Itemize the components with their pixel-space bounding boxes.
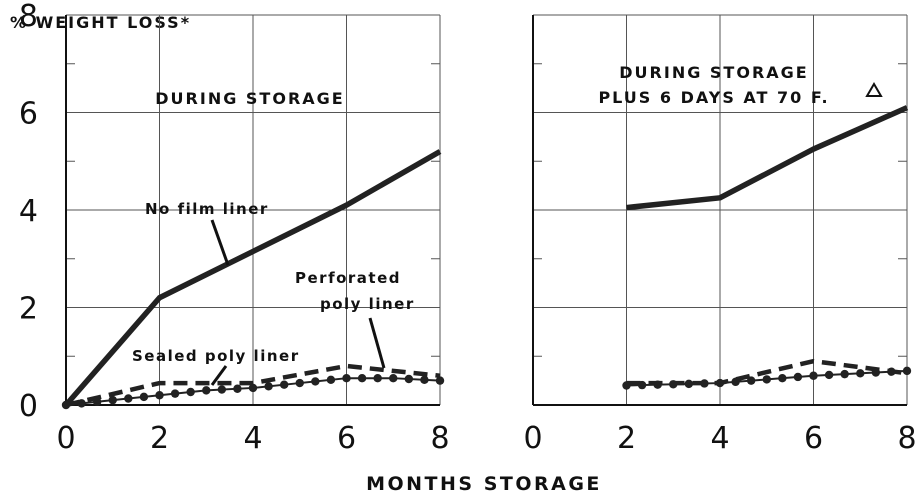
label-perforated-line1: Perforated [295,269,401,287]
series-dot-sealed-poly-liner [92,397,102,406]
series-dot-sealed-poly-liner [435,376,445,385]
x-tick-label: 4 [710,421,729,456]
series-dot-sealed-poly-liner [746,376,756,385]
series-line-perforated-poly-liner [65,363,441,408]
series-dot-sealed-poly-liner [700,379,709,388]
panel-title: DURING STORAGE [155,89,344,108]
series-line-no-film-liner [63,149,442,407]
series-dot-sealed-poly-liner [856,369,865,378]
series-dot-sealed-poly-liner [248,383,258,393]
series-dot-sealed-poly-liner [61,400,71,410]
series-line-no-film-liner [626,105,909,211]
series-dot-sealed-poly-liner [357,373,367,383]
series-dot-sealed-poly-liner [342,373,351,383]
series-dot-sealed-poly-liner [202,386,211,395]
series-dot-sealed-poly-liner [389,373,398,383]
series-dot-sealed-poly-liner [373,373,382,383]
series-dot-sealed-poly-liner [622,381,631,390]
label-perforated-line2: poly liner [320,295,415,313]
x-tick-label: 4 [243,421,262,456]
panel-during-storage: 0 2 4 6 8 0 2 4 6 8 DURING STORAGE [19,0,450,456]
series-dot-sealed-poly-liner [887,367,896,376]
series-dot-sealed-poly-liner [809,371,818,380]
series-dot-sealed-poly-liner [217,385,227,394]
series-dot-sealed-poly-liner [824,370,834,380]
series-dot-sealed-poly-liner [311,377,320,386]
series-dot-sealed-poly-liner [124,394,133,403]
series-dot-sealed-poly-liner [186,387,195,397]
x-tick-label: 6 [337,421,356,456]
y-tick-label: 4 [19,194,38,229]
series-dot-sealed-poly-liner [170,389,180,398]
series-dot-sealed-poly-liner [684,379,694,389]
y-tick-label: 2 [19,292,38,327]
series-dot-sealed-poly-liner [637,380,647,390]
series-dot-sealed-poly-liner [233,384,242,393]
series-dot-sealed-poly-liner [793,372,803,382]
panel-title: DURING STORAGE [619,63,808,82]
series-dot-sealed-poly-liner [108,395,117,405]
series-dot-sealed-poly-liner [264,382,273,391]
x-tick-label: 8 [430,421,449,456]
series-dot-sealed-poly-liner [653,380,662,389]
panel-title: PLUS 6 DAYS AT 70 F. [598,88,829,107]
triangle-symbol [865,82,883,97]
series-dot-sealed-poly-liner [420,375,429,385]
series-dot-sealed-poly-liner [840,369,849,379]
series-dot-sealed-poly-liner [77,399,86,408]
pointer-sealed-liner [210,365,228,386]
series-dot-sealed-poly-liner [715,378,725,388]
series-dot-sealed-poly-liner [902,366,912,376]
series-dot-sealed-poly-liner [778,373,787,383]
x-tick-label: 6 [804,421,823,456]
series-dot-sealed-poly-liner [326,375,336,385]
series-dot-sealed-poly-liner [871,368,881,377]
x-tick-label: 2 [617,421,636,456]
series-dot-sealed-poly-liner [295,378,304,388]
series-dot-sealed-poly-liner [669,380,678,389]
x-tick-label: 0 [56,421,75,456]
x-tick-label: 0 [523,421,542,456]
x-tick-label: 2 [150,421,169,456]
y-tick-label: 8 [19,0,38,34]
series-dot-sealed-poly-liner [731,377,740,387]
x-tick-label: 8 [897,421,916,456]
label-no-film-liner: No film liner [145,200,269,218]
y-tick-label: 0 [19,389,38,424]
y-tick-label: 6 [19,97,38,132]
label-sealed-poly-liner: Sealed poly liner [132,347,300,365]
panel-storage-plus-6-days: 0 2 4 6 8 DURING STORAGE PLUS 6 DAYS AT 70 F. [523,14,917,456]
series-dot-sealed-poly-liner [279,380,289,389]
y-axis-label: % WEIGHT LOSS* [10,13,191,32]
series-dot-sealed-poly-liner [139,392,149,402]
pointer-perforated-liner [368,317,386,369]
series-dot-sealed-poly-liner [762,375,771,384]
series-dot-sealed-poly-liner [155,391,164,400]
series-dot-sealed-poly-liner [404,374,414,384]
x-axis-label: MONTHS STORAGE [366,473,602,495]
pointer-no-film-liner [210,219,230,266]
